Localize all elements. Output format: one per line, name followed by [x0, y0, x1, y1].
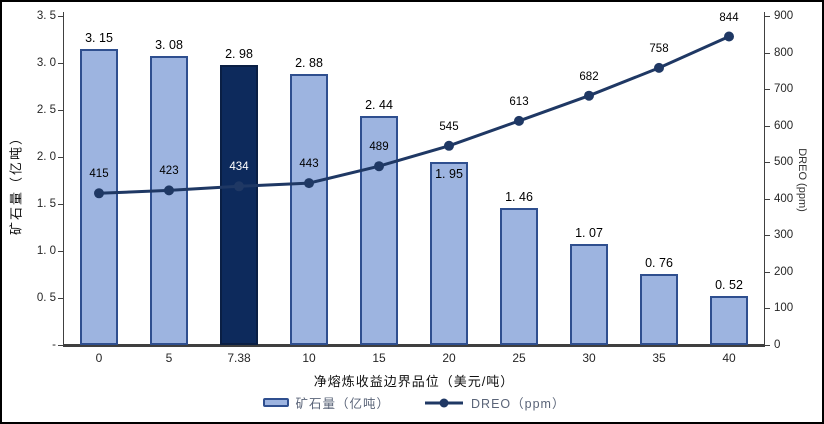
x-axis-category-label: 20: [442, 351, 456, 365]
line-marker: [444, 140, 454, 151]
line-marker: [94, 188, 104, 199]
bar-value-label: 2. 44: [365, 97, 393, 112]
bar-value-label: 2. 98: [225, 46, 253, 61]
y-axis-left-tick: [58, 251, 63, 252]
x-axis-category-label: 30: [582, 351, 596, 365]
line-value-label: 415: [89, 168, 109, 181]
y-axis-left-line: [63, 12, 64, 346]
y-axis-right-tick: [765, 198, 770, 200]
bar: [290, 74, 328, 345]
x-axis-category-label: 25: [512, 351, 526, 365]
y-axis-right-tick-label: 400: [774, 192, 794, 205]
line-value-label: 443: [299, 158, 319, 171]
y-axis-right-tick-label: 200: [774, 265, 794, 278]
y-axis-right-tick: [765, 16, 770, 17]
bar: [150, 55, 188, 345]
line-marker: [654, 62, 664, 73]
y-axis-left-tick: [58, 110, 63, 111]
y-axis-right-tick: [765, 89, 770, 91]
x-axis-category-label: 0: [95, 351, 103, 365]
y-axis-right-tick-label: 100: [774, 302, 794, 315]
line-value-label: 434: [229, 161, 249, 174]
x-axis-line: [63, 344, 765, 347]
line-marker: [514, 115, 524, 126]
y-axis-left-tick-label: 0. 5: [36, 292, 56, 304]
x-axis-category-label: 15: [372, 351, 386, 365]
line-marker: [234, 181, 244, 192]
y-axis-right-tick: [765, 52, 770, 54]
dreo-line: [98, 35, 730, 195]
bar: [360, 115, 398, 345]
y-axis-right-tick: [765, 235, 770, 237]
y-axis-left-tick: [58, 16, 63, 17]
y-axis-right-tick-label: 300: [774, 229, 794, 242]
bar-value-label: 0. 76: [645, 255, 673, 270]
y-axis-right-tick-label: 600: [774, 119, 794, 132]
bar-swatch-icon: [262, 398, 289, 407]
y-axis-right-tick: [765, 125, 770, 127]
line-swatch-icon: [425, 398, 464, 407]
y-axis-right-tick: [765, 345, 770, 346]
y-axis-right-tick-label: 700: [774, 83, 794, 96]
y-axis-left-tick-label: 2. 5: [36, 104, 56, 116]
x-axis-category-label: 10: [302, 351, 316, 365]
bar-value-label: 1. 46: [505, 189, 533, 204]
y-axis-left-tick-label: 3. 5: [36, 10, 56, 22]
bar-value-label: 3. 15: [85, 30, 113, 45]
bar-value-label: 2. 88: [295, 56, 323, 71]
y-axis-right-tick: [765, 308, 770, 310]
y-axis-right-tick-label: 0: [774, 339, 781, 351]
bar: [500, 207, 538, 345]
y-axis-right-tick-label: 800: [774, 46, 794, 59]
bar-value-label: 1. 95: [435, 166, 463, 181]
x-axis-title: 净熔炼收益边界品位（美元/吨）: [313, 374, 515, 389]
y-axis-left-tick-label: 2. 0: [36, 151, 56, 163]
bar: [570, 244, 608, 345]
x-axis-category-label: 35: [652, 351, 666, 365]
y-axis-left-tick-label: 1. 5: [36, 198, 56, 210]
line-marker: [584, 90, 594, 101]
bar-value-label: 1. 07: [575, 226, 603, 241]
y-axis-left-tick-label: 3. 0: [36, 57, 56, 69]
line-value-label: 844: [719, 11, 739, 24]
line-value-label: 758: [649, 42, 669, 55]
legend-item-ore: 矿石量（亿吨）: [262, 393, 391, 412]
line-value-label: 613: [509, 95, 529, 108]
y-axis-right-tick: [765, 271, 770, 273]
line-value-label: 423: [159, 165, 179, 178]
line-marker: [304, 178, 314, 189]
line-marker: [164, 185, 174, 196]
y-axis-right-tick: [765, 162, 770, 164]
bar-value-label: 3. 08: [155, 37, 183, 52]
y-axis-right-tick-label: 500: [774, 156, 794, 169]
y-axis-right-tick-label: 900: [774, 10, 794, 22]
bar-value-label: 0. 52: [715, 278, 743, 293]
line-marker: [724, 31, 734, 42]
x-axis-category-label: 5: [165, 351, 173, 365]
y-axis-left-tick: [58, 298, 63, 299]
line-marker: [374, 161, 384, 172]
line-value-label: 682: [579, 70, 599, 83]
legend-item-dreo: DREO（ppm）: [424, 393, 565, 412]
line-value-label: 489: [369, 141, 389, 154]
y-axis-left-tick-label: 1. 0: [36, 245, 56, 257]
y-axis-left-tick: [58, 345, 63, 346]
bar: [640, 273, 678, 345]
legend-label-dreo: DREO（ppm）: [471, 397, 566, 411]
legend-label-ore: 矿石量（亿吨）: [295, 397, 391, 411]
y-axis-left-tick: [58, 204, 63, 205]
x-axis-category-label: 40: [722, 351, 736, 365]
y-axis-left-tick: [58, 63, 63, 64]
y-axis-left-tick-label: -: [52, 339, 56, 351]
line-value-label: 545: [439, 120, 459, 133]
bar: [220, 64, 258, 345]
y-axis-left-tick: [58, 157, 63, 158]
bar: [430, 161, 468, 345]
legend: 矿石量（亿吨） DREO（ppm）: [64, 393, 764, 412]
x-axis-category-label: 7.38: [227, 351, 251, 365]
bar: [710, 296, 748, 345]
y-axis-right-line: [764, 12, 765, 346]
